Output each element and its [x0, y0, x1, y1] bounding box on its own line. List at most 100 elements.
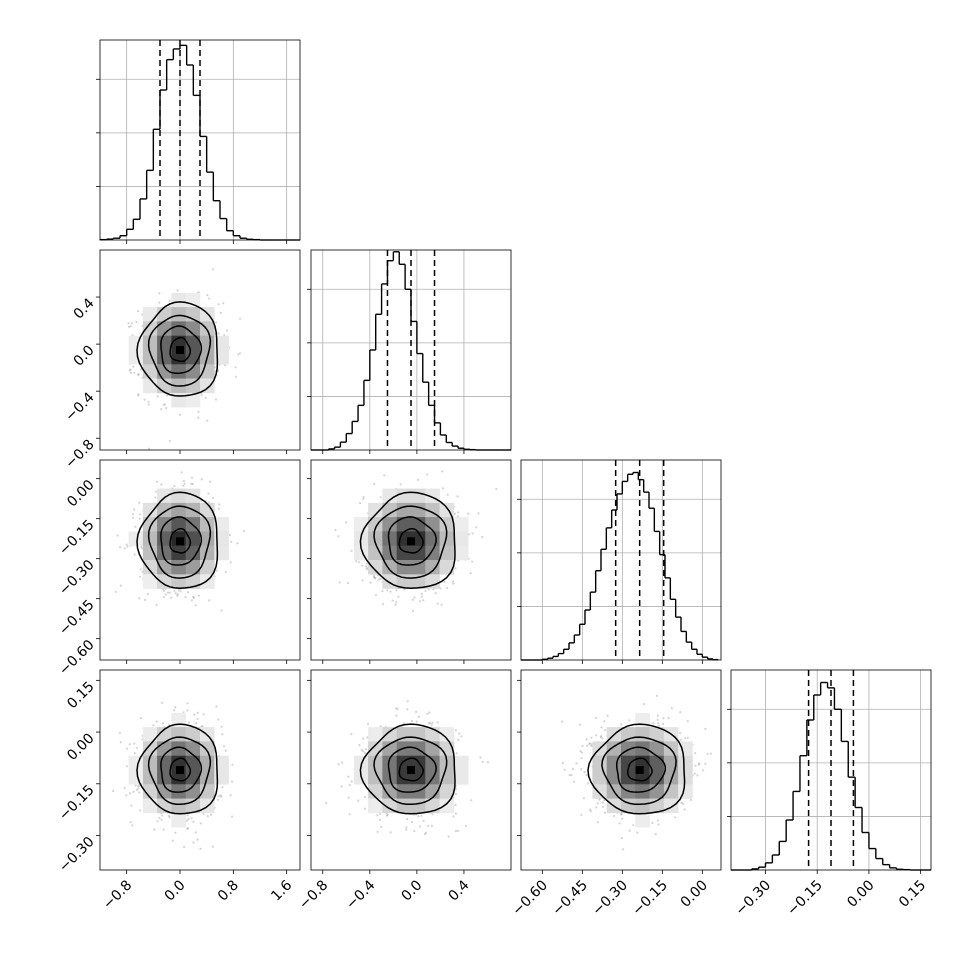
scatter-point — [128, 792, 131, 795]
scatter-point — [413, 829, 416, 833]
scatter-point — [155, 720, 158, 723]
scatter-point — [579, 750, 582, 753]
scatter-point — [420, 814, 423, 817]
scatter-point — [182, 479, 185, 483]
scatter-point — [218, 503, 221, 506]
panel-frame — [730, 669, 932, 871]
contour-line — [615, 746, 667, 793]
scatter-point — [192, 820, 195, 823]
density-cell — [157, 770, 172, 785]
scatter-point — [210, 813, 213, 817]
scatter-point — [430, 824, 433, 828]
density-cell — [185, 545, 201, 561]
scatter-point — [144, 598, 147, 602]
contour-line — [169, 757, 192, 782]
scatter-point — [588, 743, 591, 746]
density-cell — [425, 545, 440, 561]
density-cell — [142, 307, 158, 322]
density-cell — [185, 378, 201, 394]
density-cell — [171, 488, 186, 504]
x-tick-label: −0.60 — [509, 877, 551, 919]
scatter-point — [396, 708, 399, 711]
density-cell — [621, 755, 636, 771]
density-cell — [635, 798, 650, 814]
scatter-point — [361, 564, 364, 567]
scatter-point — [454, 803, 457, 807]
contour-line — [359, 723, 456, 815]
density-cell — [411, 502, 426, 518]
density-cell — [368, 741, 383, 756]
density-cell — [157, 350, 172, 365]
density-cell — [396, 727, 412, 742]
scatter-point — [486, 761, 489, 764]
density-cell — [171, 798, 186, 814]
density-cell — [185, 727, 201, 742]
density-cell — [439, 727, 455, 742]
scatter-point — [220, 795, 223, 798]
scatter-point — [636, 831, 639, 834]
density-content — [112, 701, 234, 850]
scatter-point — [657, 724, 660, 727]
x-tick-label: −0.45 — [549, 877, 591, 919]
density-cell — [185, 392, 201, 408]
scatter-point — [173, 589, 176, 592]
scatter-point — [411, 598, 414, 601]
scatter-point — [185, 819, 188, 822]
density-cell — [439, 798, 455, 814]
scatter-point — [620, 723, 623, 726]
scatter-point — [131, 824, 134, 827]
density-cell — [425, 531, 440, 546]
scatter-point — [216, 798, 219, 801]
scatter-point — [345, 521, 348, 524]
scatter-point — [123, 787, 126, 790]
density-cell — [411, 560, 426, 575]
scatter-point — [217, 795, 220, 798]
density-cell — [185, 321, 201, 336]
scatter-point — [667, 717, 670, 720]
density-cell — [368, 770, 383, 785]
scatter-point — [456, 515, 459, 518]
scatter-point — [696, 774, 699, 777]
scatter-point — [395, 589, 398, 592]
scatter-point — [362, 497, 365, 501]
scatter-point — [139, 568, 142, 571]
panel-frame — [520, 669, 722, 871]
scatter-point — [125, 765, 128, 768]
scatter-point — [197, 416, 200, 419]
scatter-point — [436, 602, 439, 605]
scatter-point — [196, 711, 199, 715]
density-cell — [439, 770, 455, 785]
scatter-point — [588, 742, 592, 745]
scatter-point — [143, 398, 146, 401]
density-cell — [425, 574, 440, 589]
density-cell — [214, 531, 229, 546]
scatter-point — [363, 807, 366, 810]
density-cell — [157, 545, 172, 561]
scatter-point — [119, 546, 122, 549]
scatter-point — [152, 724, 155, 727]
scatter-point — [426, 473, 429, 476]
scatter-point — [652, 722, 655, 725]
scatter-point — [190, 599, 193, 602]
scatter-point — [162, 828, 165, 831]
density-cell — [382, 488, 397, 504]
scatter-point — [193, 713, 196, 716]
scatter-point — [219, 311, 222, 314]
density-cell — [368, 755, 383, 771]
density-cell — [185, 560, 201, 575]
scatter-point — [137, 394, 140, 397]
scatter-point — [350, 780, 353, 783]
scatter-point — [147, 400, 150, 403]
panel-frame — [99, 669, 301, 871]
density-cell — [142, 574, 158, 589]
scatter-point — [686, 720, 689, 723]
scatter-point — [363, 796, 367, 799]
scatter-point — [234, 375, 237, 378]
scatter-point — [161, 814, 164, 817]
scatter-point — [337, 763, 340, 766]
y-tick-label: −0.15 — [56, 517, 98, 559]
scatter-point — [346, 581, 349, 585]
contour-line — [160, 746, 203, 793]
x-tick-label: −0.15 — [784, 877, 826, 919]
density-peak — [407, 537, 415, 546]
